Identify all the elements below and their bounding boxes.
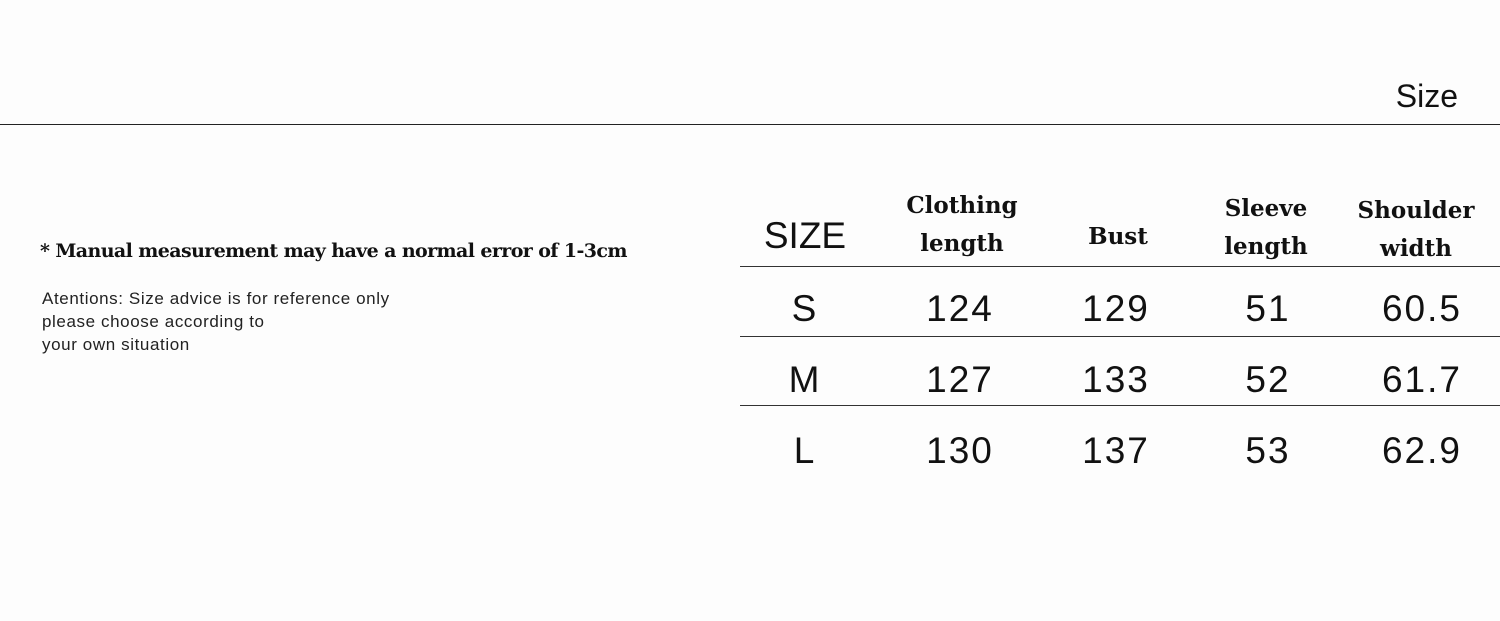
cell-size: L — [793, 430, 817, 471]
column-header-clothing-length: Clothing length — [882, 187, 1042, 263]
advice-line: please choose according to — [42, 312, 265, 331]
cell-sleeve-length: 53 — [1245, 430, 1291, 471]
column-header-shoulder-width: Shoulder width — [1336, 192, 1496, 268]
page-title: Size — [1395, 78, 1458, 114]
header-line: length — [1224, 233, 1308, 260]
cell-size: S — [791, 288, 819, 329]
row-divider — [740, 336, 1500, 337]
header-line: Sleeve — [1224, 195, 1308, 222]
column-header-size: SIZE — [763, 215, 847, 256]
header-line: length — [920, 230, 1004, 257]
row-divider — [740, 405, 1500, 406]
advice-line: Atentions: Size advice is for reference … — [42, 289, 390, 308]
cell-shoulder-width: 62.9 — [1381, 430, 1462, 471]
header-divider — [0, 124, 1500, 125]
cell-bust: 129 — [1082, 288, 1150, 329]
cell-bust: 133 — [1082, 359, 1150, 400]
cell-bust: 137 — [1082, 430, 1150, 471]
advice-line: your own situation — [42, 335, 190, 354]
cell-clothing-length: 127 — [926, 359, 994, 400]
column-header-sleeve-length: Sleeve length — [1186, 190, 1346, 266]
cell-size: M — [788, 359, 822, 400]
cell-sleeve-length: 52 — [1245, 359, 1291, 400]
row-divider — [740, 266, 1500, 267]
size-advice: Atentions: Size advice is for reference … — [42, 287, 390, 356]
cell-shoulder-width: 60.5 — [1381, 288, 1462, 329]
header-line: Clothing — [906, 192, 1018, 219]
measurement-error-note: * Manual measurement may have a normal e… — [40, 240, 627, 262]
cell-shoulder-width: 61.7 — [1381, 359, 1462, 400]
cell-clothing-length: 124 — [926, 288, 994, 329]
cell-sleeve-length: 51 — [1245, 288, 1291, 329]
column-header-bust: Bust — [1088, 223, 1148, 250]
cell-clothing-length: 130 — [926, 430, 994, 471]
header-line: width — [1380, 235, 1452, 262]
header-line: Shoulder — [1357, 197, 1475, 224]
